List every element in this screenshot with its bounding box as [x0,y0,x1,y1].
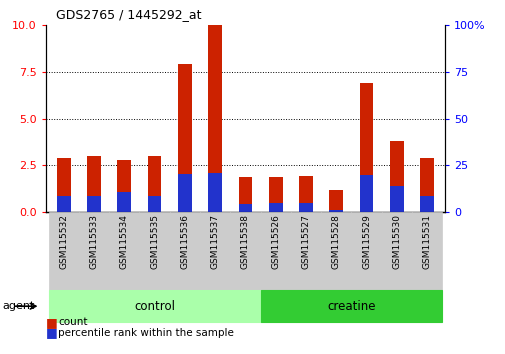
Bar [117,192,131,212]
Bar [208,25,222,212]
Bar [57,195,70,212]
Text: percentile rank within the sample: percentile rank within the sample [58,328,234,338]
Bar [87,196,100,212]
Text: GSM115528: GSM115528 [331,214,340,269]
Bar [359,83,373,212]
Text: GSM115533: GSM115533 [89,214,98,269]
Bar [268,177,282,212]
Text: GSM115526: GSM115526 [271,214,280,269]
Bar [147,196,161,212]
Bar [298,176,312,212]
Text: ■: ■ [45,326,57,339]
Text: control: control [134,300,175,313]
Bar [359,175,373,212]
Bar [117,160,131,212]
Bar [420,158,433,212]
Text: creatine: creatine [327,300,375,313]
Text: ■: ■ [45,316,57,329]
Bar [238,177,251,212]
Text: GSM115532: GSM115532 [59,214,68,269]
Bar [178,64,191,212]
Text: agent: agent [3,301,35,311]
Text: GSM115529: GSM115529 [362,214,370,269]
Bar [238,204,251,212]
Bar [268,203,282,212]
Bar [298,203,312,212]
Text: GDS2765 / 1445292_at: GDS2765 / 1445292_at [56,8,201,21]
Bar [57,158,70,212]
Text: GSM115537: GSM115537 [210,214,219,269]
Bar [208,173,222,212]
Text: count: count [58,317,87,327]
Text: GSM115531: GSM115531 [422,214,431,269]
Bar [87,156,100,212]
Text: GSM115535: GSM115535 [150,214,159,269]
Bar [329,190,342,212]
Text: GSM115527: GSM115527 [301,214,310,269]
Bar [329,210,342,212]
Text: GSM115530: GSM115530 [391,214,400,269]
Text: GSM115538: GSM115538 [240,214,249,269]
Text: GSM115536: GSM115536 [180,214,189,269]
Bar [178,174,191,212]
Text: GSM115534: GSM115534 [120,214,128,269]
Bar [147,156,161,212]
Bar [389,141,403,212]
Bar [420,195,433,212]
Bar [389,186,403,212]
